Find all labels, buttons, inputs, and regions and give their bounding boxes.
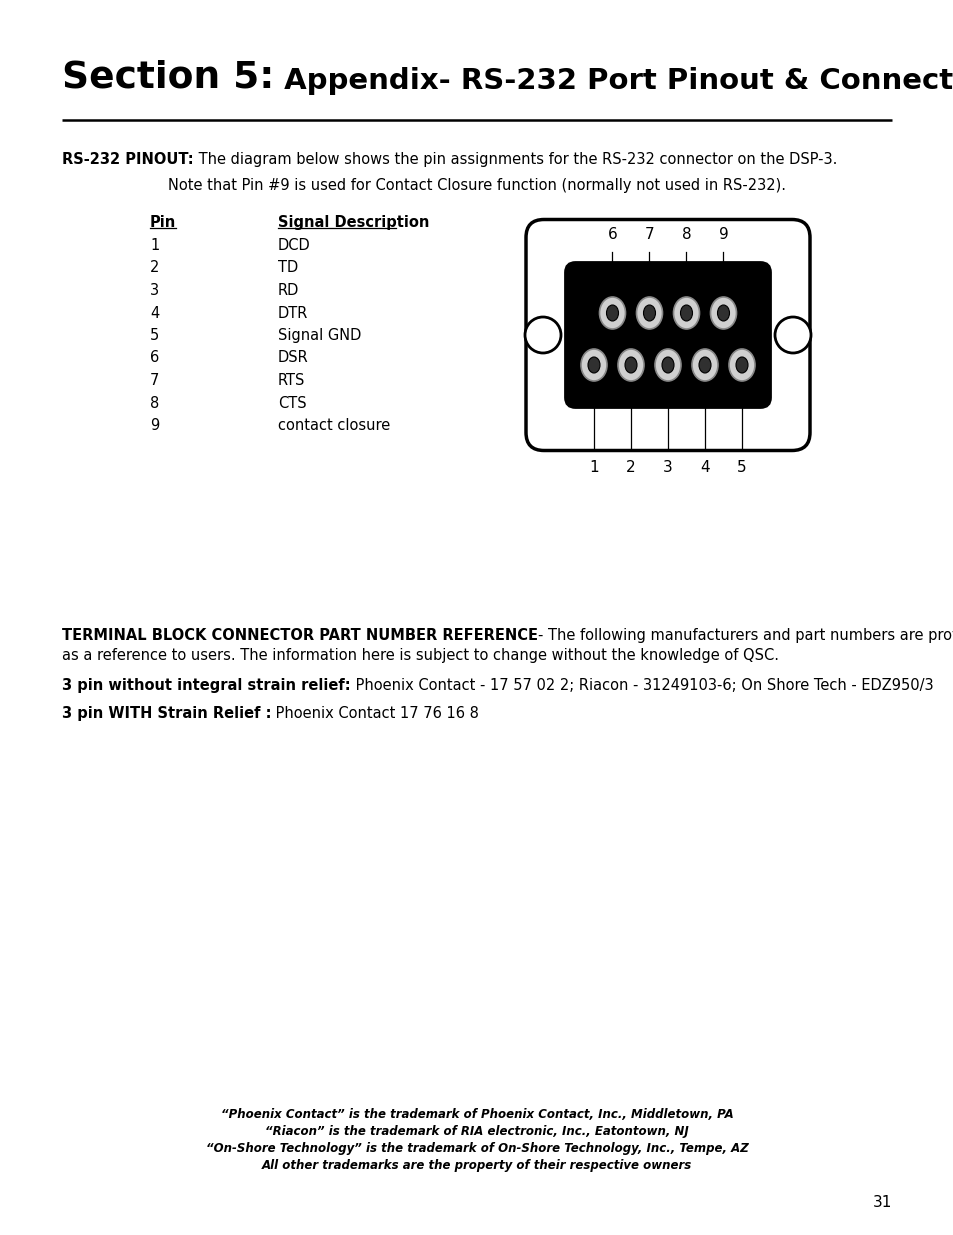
Ellipse shape [636, 296, 661, 329]
Ellipse shape [643, 305, 655, 321]
Text: 5: 5 [737, 459, 746, 475]
Text: TERMINAL BLOCK CONNECTOR PART NUMBER REFERENCE: TERMINAL BLOCK CONNECTOR PART NUMBER REF… [62, 629, 537, 643]
Text: 6: 6 [607, 227, 617, 242]
Ellipse shape [580, 350, 606, 382]
Text: 1: 1 [150, 238, 159, 253]
Text: 3 pin without integral strain relief:: 3 pin without integral strain relief: [62, 678, 351, 693]
Text: DSR: DSR [277, 351, 309, 366]
Text: as a reference to users. The information here is subject to change without the k: as a reference to users. The information… [62, 648, 779, 663]
Text: Note that Pin #9 is used for Contact Closure function (normally not used in RS-2: Note that Pin #9 is used for Contact Clo… [168, 178, 785, 193]
Text: RTS: RTS [277, 373, 305, 388]
Ellipse shape [717, 305, 729, 321]
Ellipse shape [735, 357, 747, 373]
Ellipse shape [624, 357, 637, 373]
Text: 31: 31 [872, 1195, 891, 1210]
Text: 6: 6 [150, 351, 159, 366]
Text: RD: RD [277, 283, 299, 298]
Ellipse shape [524, 317, 560, 353]
Ellipse shape [710, 296, 736, 329]
Text: 2: 2 [150, 261, 159, 275]
Ellipse shape [679, 305, 692, 321]
Text: Signal GND: Signal GND [277, 329, 361, 343]
Text: 9: 9 [150, 417, 159, 433]
Text: 3: 3 [662, 459, 672, 475]
Ellipse shape [655, 350, 680, 382]
Ellipse shape [673, 296, 699, 329]
Text: DTR: DTR [277, 305, 308, 321]
Ellipse shape [699, 357, 710, 373]
Text: 4: 4 [150, 305, 159, 321]
Text: Pin: Pin [150, 215, 176, 230]
Text: 8: 8 [150, 395, 159, 410]
Text: 3: 3 [150, 283, 159, 298]
Text: “Phoenix Contact” is the trademark of Phoenix Contact, Inc., Middletown, PA: “Phoenix Contact” is the trademark of Ph… [220, 1108, 733, 1121]
Text: 4: 4 [700, 459, 709, 475]
Ellipse shape [728, 350, 754, 382]
Ellipse shape [587, 357, 599, 373]
Text: 5: 5 [150, 329, 159, 343]
Ellipse shape [606, 305, 618, 321]
Text: 7: 7 [150, 373, 159, 388]
Text: Signal Description: Signal Description [277, 215, 429, 230]
Text: 8: 8 [681, 227, 691, 242]
Text: “On-Shore Technology” is the trademark of On-Shore Technology, Inc., Tempe, AZ: “On-Shore Technology” is the trademark o… [206, 1142, 747, 1155]
Text: DCD: DCD [277, 238, 311, 253]
Text: Phoenix Contact 17 76 16 8: Phoenix Contact 17 76 16 8 [272, 706, 478, 721]
Text: contact closure: contact closure [277, 417, 390, 433]
Ellipse shape [774, 317, 810, 353]
Text: All other trademarks are the property of their respective owners: All other trademarks are the property of… [262, 1158, 691, 1172]
Text: - The following manufacturers and part numbers are provided: - The following manufacturers and part n… [537, 629, 953, 643]
FancyBboxPatch shape [525, 220, 809, 451]
Text: Appendix- RS-232 Port Pinout & Connector P-N’s: Appendix- RS-232 Port Pinout & Connector… [274, 67, 953, 95]
Text: Phoenix Contact - 17 57 02 2; Riacon - 31249103-6; On Shore Tech - EDZ950/3: Phoenix Contact - 17 57 02 2; Riacon - 3… [351, 678, 932, 693]
Text: Section 5:: Section 5: [62, 59, 274, 95]
Text: TD: TD [277, 261, 298, 275]
Ellipse shape [661, 357, 673, 373]
Text: 9: 9 [718, 227, 727, 242]
FancyBboxPatch shape [565, 263, 770, 408]
Ellipse shape [618, 350, 643, 382]
Text: “Riacon” is the trademark of RIA electronic, Inc., Eatontown, NJ: “Riacon” is the trademark of RIA electro… [265, 1125, 688, 1137]
Text: The diagram below shows the pin assignments for the RS-232 connector on the DSP-: The diagram below shows the pin assignme… [193, 152, 836, 167]
Text: 7: 7 [644, 227, 654, 242]
Text: 3 pin WITH Strain Relief :: 3 pin WITH Strain Relief : [62, 706, 272, 721]
Ellipse shape [598, 296, 625, 329]
Text: 2: 2 [625, 459, 635, 475]
Ellipse shape [691, 350, 718, 382]
Text: 1: 1 [589, 459, 598, 475]
Text: CTS: CTS [277, 395, 306, 410]
Text: RS-232 PINOUT:: RS-232 PINOUT: [62, 152, 193, 167]
